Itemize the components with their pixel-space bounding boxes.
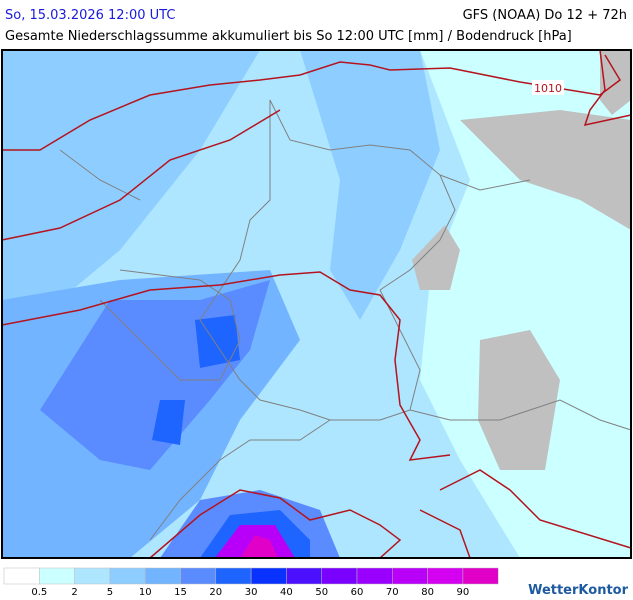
legend-tick-label: 20 bbox=[209, 587, 222, 598]
legend-tick-label: 60 bbox=[351, 587, 364, 598]
precip-area bbox=[2, 50, 260, 310]
model-run: GFS (NOAA) Do 12 + 72h bbox=[463, 8, 627, 23]
legend-swatch bbox=[74, 567, 111, 585]
legend: 0.5 2 5 10 15 20 30 40 50 60 70 80 90 bbox=[3, 567, 499, 598]
legend-tick-label: 80 bbox=[421, 587, 434, 598]
legend-swatch bbox=[321, 567, 358, 585]
legend-tick-label: 70 bbox=[386, 587, 399, 598]
legend-tick-label: 30 bbox=[245, 587, 258, 598]
legend-swatch bbox=[462, 567, 499, 585]
datetime: So, 15.03.2026 12:00 UTC bbox=[5, 8, 175, 23]
isobar-label: 1010 bbox=[534, 82, 562, 95]
legend-swatch bbox=[427, 567, 464, 585]
legend-tick-label: 0.5 bbox=[31, 587, 47, 598]
legend-swatch bbox=[286, 567, 322, 585]
legend-tick-label: 5 bbox=[107, 587, 113, 598]
legend-swatch bbox=[39, 567, 75, 585]
borders bbox=[59, 99, 632, 541]
legend-tick-label: 10 bbox=[139, 587, 152, 598]
legend-swatch bbox=[180, 567, 217, 585]
brand-logo: WetterKontor bbox=[528, 583, 629, 598]
land-outside bbox=[412, 225, 460, 290]
legend-swatch bbox=[144, 567, 181, 585]
legend-swatch bbox=[356, 567, 393, 585]
map-frame bbox=[1, 49, 632, 559]
legend-tick-label: 40 bbox=[280, 587, 293, 598]
precip-area bbox=[152, 400, 185, 445]
isobars bbox=[1, 49, 632, 559]
precip-area bbox=[300, 50, 440, 320]
map: 1010 bbox=[1, 49, 632, 559]
precip-area bbox=[195, 315, 240, 368]
legend-swatch bbox=[250, 567, 287, 585]
precip-area bbox=[240, 535, 278, 558]
legend-tick-label: 50 bbox=[315, 587, 328, 598]
land-outside bbox=[478, 330, 560, 470]
legend-swatch bbox=[215, 567, 252, 585]
subtitle: Gesamte Niederschlagssumme akkumuliert b… bbox=[5, 29, 572, 44]
legend-swatch bbox=[3, 567, 40, 585]
isobar-label-bg bbox=[532, 80, 564, 95]
land-outside bbox=[460, 110, 631, 230]
legend-swatch bbox=[109, 567, 146, 585]
legend-tick-label: 2 bbox=[71, 587, 77, 598]
legend-tick-label: 15 bbox=[174, 587, 187, 598]
legend-swatch bbox=[392, 567, 428, 585]
legend-tick-label: 90 bbox=[457, 587, 470, 598]
